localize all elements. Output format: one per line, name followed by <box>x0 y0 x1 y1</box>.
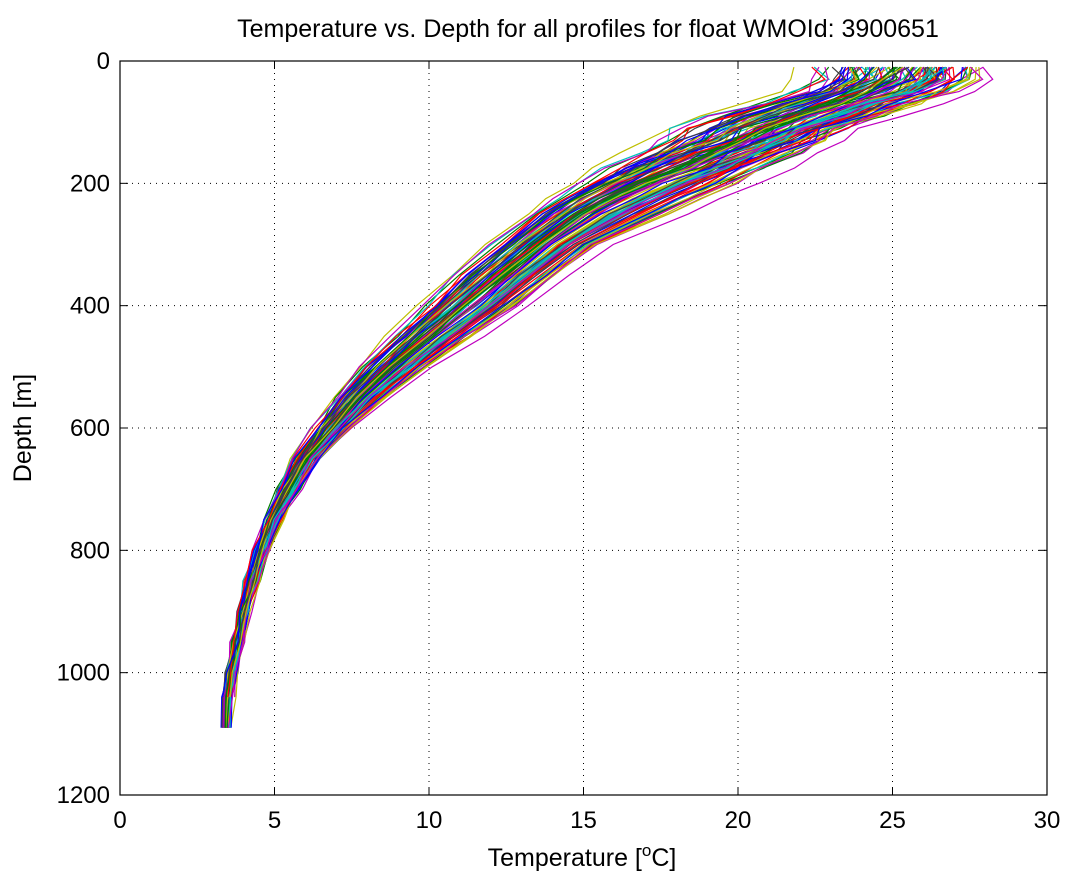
x-axis-title: Temperature [oC] <box>488 841 677 872</box>
grid-lines <box>120 61 1047 795</box>
x-tick-label: 5 <box>268 807 281 834</box>
temperature-profile-line <box>228 66 984 698</box>
tick-labels: 0 5 10 15 20 25 30 0 200 400 600 800 1000 1200 <box>57 48 1061 834</box>
y-tick-label: 800 <box>70 537 110 564</box>
temperature-profile-line <box>227 66 950 728</box>
x-tick-label: 15 <box>570 807 597 834</box>
x-axis-unit-superscript: o <box>642 841 651 860</box>
temperature-profile-line <box>222 67 850 698</box>
x-tick-label: 10 <box>416 807 443 834</box>
tick-marks <box>119 60 1048 796</box>
x-axis-title-main: Temperature [ <box>488 844 642 872</box>
y-tick-label: 0 <box>97 48 110 75</box>
temperature-profile-line <box>225 66 858 728</box>
chart-title: Temperature vs. Depth for all profiles f… <box>237 15 939 43</box>
x-axis-unit-suffix: C] <box>651 844 676 872</box>
temperature-profile-line <box>226 66 831 728</box>
y-axis-title: Depth [m] <box>9 374 37 482</box>
profile-lines <box>220 66 994 728</box>
temperature-profile-line <box>221 66 880 728</box>
x-tick-label: 0 <box>113 807 126 834</box>
y-tick-label: 400 <box>70 293 110 320</box>
y-tick-label: 200 <box>70 170 110 197</box>
temperature-profile-line <box>227 66 826 698</box>
x-tick-label: 20 <box>725 807 752 834</box>
y-tick-label: 1200 <box>57 782 110 809</box>
temperature-profile-line <box>229 66 904 698</box>
y-tick-label: 1000 <box>57 660 110 687</box>
x-tick-label: 30 <box>1034 807 1061 834</box>
x-tick-label: 25 <box>879 807 906 834</box>
y-tick-label: 600 <box>70 415 110 442</box>
